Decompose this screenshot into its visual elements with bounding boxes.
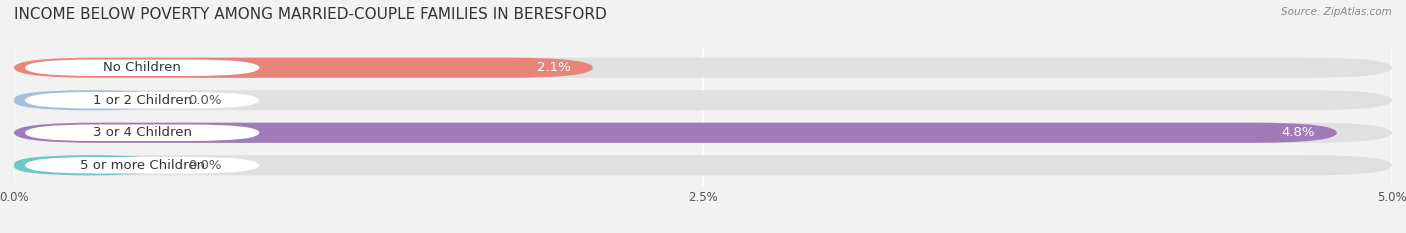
FancyBboxPatch shape bbox=[14, 90, 1392, 110]
Text: 0.0%: 0.0% bbox=[187, 159, 221, 172]
FancyBboxPatch shape bbox=[14, 90, 166, 110]
FancyBboxPatch shape bbox=[14, 123, 1392, 143]
Text: 5 or more Children: 5 or more Children bbox=[80, 159, 205, 172]
Text: 1 or 2 Children: 1 or 2 Children bbox=[93, 94, 191, 107]
Text: 2.1%: 2.1% bbox=[537, 61, 571, 74]
FancyBboxPatch shape bbox=[25, 92, 259, 109]
FancyBboxPatch shape bbox=[25, 124, 259, 141]
Text: 3 or 4 Children: 3 or 4 Children bbox=[93, 126, 191, 139]
Text: 4.8%: 4.8% bbox=[1281, 126, 1315, 139]
Text: 0.0%: 0.0% bbox=[187, 94, 221, 107]
Text: No Children: No Children bbox=[103, 61, 181, 74]
Text: INCOME BELOW POVERTY AMONG MARRIED-COUPLE FAMILIES IN BERESFORD: INCOME BELOW POVERTY AMONG MARRIED-COUPL… bbox=[14, 7, 607, 22]
FancyBboxPatch shape bbox=[14, 123, 1337, 143]
Text: Source: ZipAtlas.com: Source: ZipAtlas.com bbox=[1281, 7, 1392, 17]
FancyBboxPatch shape bbox=[25, 157, 259, 174]
FancyBboxPatch shape bbox=[25, 59, 259, 76]
FancyBboxPatch shape bbox=[14, 58, 593, 78]
FancyBboxPatch shape bbox=[14, 155, 1392, 175]
FancyBboxPatch shape bbox=[14, 155, 166, 175]
FancyBboxPatch shape bbox=[14, 58, 1392, 78]
